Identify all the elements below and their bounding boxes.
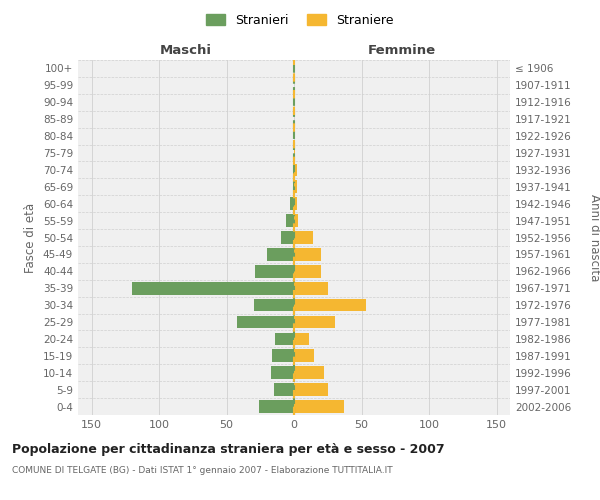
Bar: [254, 299, 294, 312]
Text: Popolazione per cittadinanza straniera per età e sesso - 2007: Popolazione per cittadinanza straniera p…: [12, 442, 445, 456]
Bar: [255, 265, 294, 278]
Bar: [293, 164, 294, 176]
Bar: [267, 248, 294, 260]
Bar: [294, 248, 321, 260]
Y-axis label: Fasce di età: Fasce di età: [25, 202, 37, 272]
Bar: [294, 214, 298, 227]
Bar: [294, 332, 309, 345]
Bar: [290, 198, 294, 210]
Bar: [294, 400, 344, 413]
Bar: [281, 231, 294, 244]
Bar: [294, 366, 324, 379]
Bar: [294, 180, 296, 193]
Bar: [271, 366, 294, 379]
Bar: [294, 384, 328, 396]
Bar: [293, 180, 294, 193]
Bar: [294, 350, 314, 362]
Bar: [294, 231, 313, 244]
Bar: [259, 400, 294, 413]
Bar: [132, 282, 294, 294]
Bar: [294, 164, 296, 176]
Bar: [286, 214, 294, 227]
Bar: [274, 384, 294, 396]
Y-axis label: Anni di nascita: Anni di nascita: [588, 194, 600, 281]
Bar: [294, 316, 335, 328]
Bar: [275, 332, 294, 345]
Legend: Stranieri, Straniere: Stranieri, Straniere: [202, 8, 398, 32]
Bar: [294, 299, 365, 312]
Text: Femmine: Femmine: [368, 44, 436, 58]
Text: Maschi: Maschi: [160, 44, 212, 58]
Bar: [294, 265, 321, 278]
Bar: [294, 198, 296, 210]
Bar: [272, 350, 294, 362]
Bar: [294, 282, 328, 294]
Bar: [294, 146, 295, 160]
Bar: [238, 316, 294, 328]
Text: COMUNE DI TELGATE (BG) - Dati ISTAT 1° gennaio 2007 - Elaborazione TUTTITALIA.IT: COMUNE DI TELGATE (BG) - Dati ISTAT 1° g…: [12, 466, 392, 475]
